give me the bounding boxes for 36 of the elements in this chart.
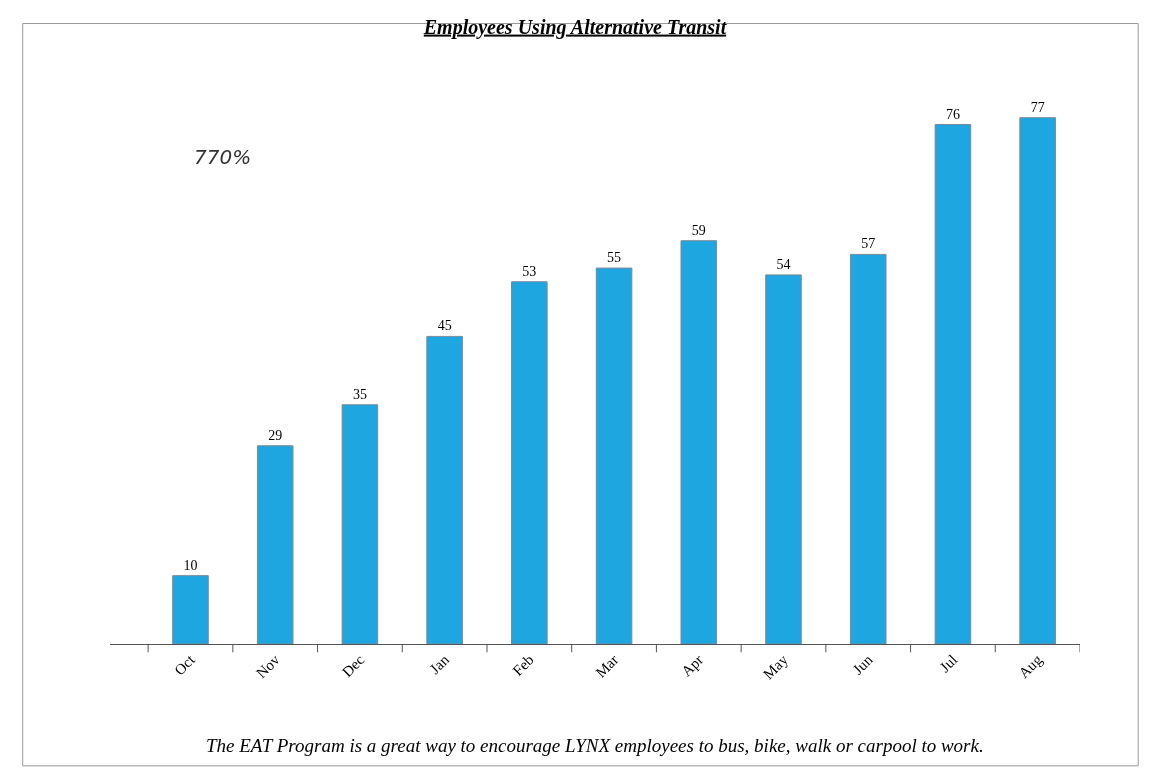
x-tick-label: Jan [426,651,453,678]
x-tick-label: May [760,651,792,683]
x-tick-label: Apr [678,651,707,680]
bar [256,445,294,644]
annotation: 770% [194,145,252,169]
x-tick-label: Mar [592,651,622,681]
data-label: 76 [945,106,960,122]
bar [341,404,379,644]
x-tick-label: Nov [253,651,283,682]
data-label: 55 [607,250,622,266]
bar [765,274,802,644]
data-label: 35 [352,386,367,402]
data-label: 53 [522,263,537,279]
data-label: 59 [691,222,706,238]
bar [934,124,972,644]
data-label: 77 [1030,99,1045,115]
data-label: 54 [776,256,791,272]
bar [511,281,548,644]
bar [172,575,209,644]
x-tick-label: Jul [936,651,961,676]
chart-title: Employees Using Alternative Transit [422,15,728,39]
x-tick-label: Feb [509,651,537,679]
x-tick-label: Jun [849,651,876,678]
x-tick-label: Dec [338,651,368,681]
bar [426,335,463,644]
data-label: 10 [183,557,198,573]
bar [1019,117,1056,644]
bar [849,253,887,644]
data-label: 45 [437,318,452,334]
data-label: 29 [268,427,283,443]
data-label: 57 [861,236,876,252]
x-tick-label: Aug [1015,651,1046,682]
bar [680,240,718,644]
bar [595,267,633,644]
x-tick-label: Oct [171,651,199,679]
text: The EAT Program is a great way to encourage LYNX employees to bus, bike, walk or carpool to work. [206,735,984,756]
